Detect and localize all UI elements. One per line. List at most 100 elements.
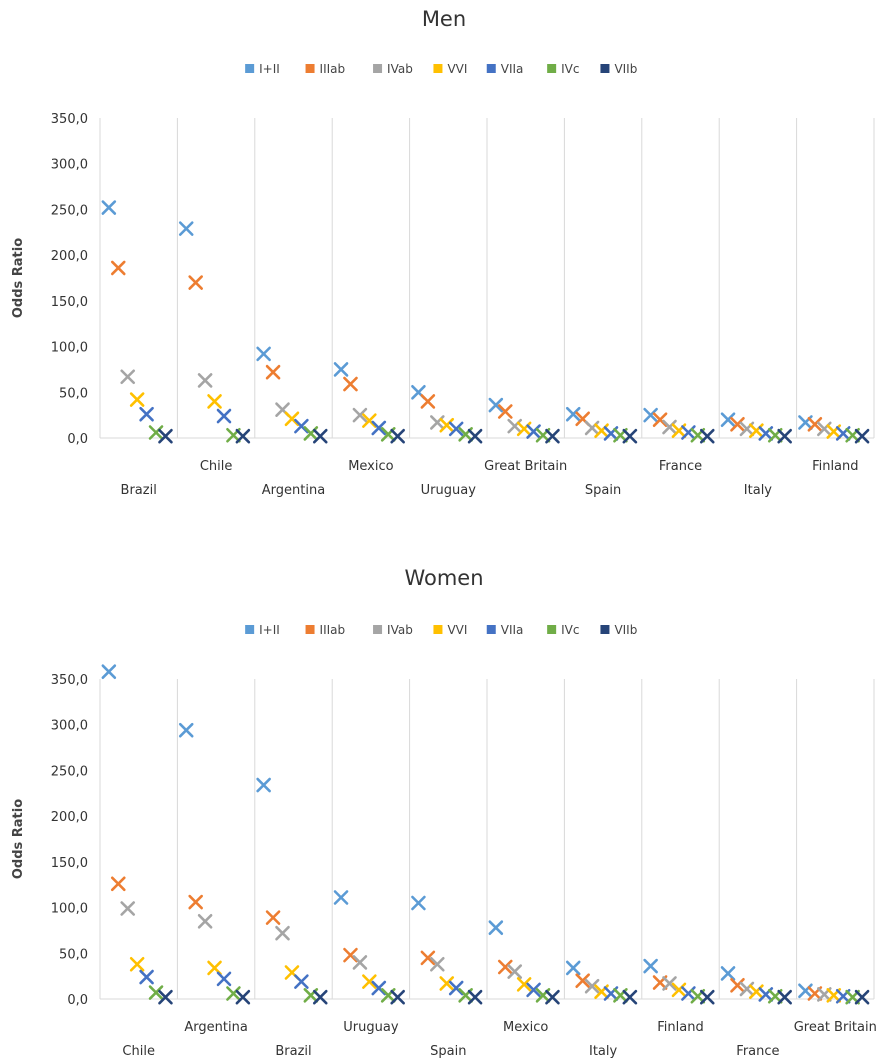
point-men-VVI-Argentina	[284, 411, 300, 427]
legend-label: VIIb	[614, 62, 637, 76]
point-men-IIIab-Finland	[807, 416, 823, 432]
y-tick-label: 50,0	[59, 386, 88, 401]
legend-item-men-0: I+II	[245, 62, 280, 76]
y-tick-label: 100,0	[51, 341, 88, 356]
category-label: Italy	[589, 1044, 618, 1059]
legend-item-men-3: VVI	[433, 62, 467, 76]
point-women-I+II-France	[720, 966, 736, 981]
point-women-IIIab-Spain	[420, 950, 436, 966]
legend-item-women-2: IVab	[373, 623, 413, 637]
point-women-VIIa-Mexico	[526, 982, 541, 998]
point-women-VIIb-Finland	[699, 989, 715, 1005]
point-men-IVab-France	[662, 419, 677, 435]
point-women-IVab-Finland	[662, 976, 677, 991]
point-women-I+II-Mexico	[488, 920, 504, 935]
point-women-VIIb-Uruguay	[390, 989, 405, 1005]
point-women-I+II-Chile	[101, 664, 117, 679]
category-label: Great Britain	[484, 459, 567, 474]
y-tick-label: 100,0	[51, 902, 88, 917]
point-men-IVab-Chile	[197, 373, 213, 388]
point-men-VIIb-Great Britain	[545, 428, 560, 444]
legend-swatch	[600, 625, 610, 634]
category-label: Argentina	[184, 1020, 247, 1035]
point-men-VIIb-Italy	[777, 428, 792, 444]
category-label: Great Britain	[794, 1020, 877, 1035]
point-women-VIIb-Mexico	[545, 989, 560, 1005]
legend-swatch	[373, 64, 383, 73]
legend-label: IVc	[561, 62, 579, 76]
y-tick-label: 350,0	[51, 112, 88, 127]
point-women-IVc-Argentina	[226, 986, 241, 1001]
legend-label: I+II	[259, 62, 280, 76]
point-men-VVI-Mexico	[362, 413, 377, 428]
point-men-IVab-Brazil	[120, 369, 136, 385]
y-tick-label: 250,0	[51, 764, 88, 779]
point-men-VVI-Chile	[207, 394, 222, 409]
point-women-VVI-Spain	[439, 976, 455, 991]
legend-item-women-5: IVc	[547, 623, 580, 637]
point-men-VIIa-Chile	[216, 408, 232, 424]
point-women-VIIb-Italy	[622, 989, 638, 1005]
point-women-VVI-Mexico	[516, 977, 532, 992]
point-women-IVab-Italy	[584, 978, 600, 994]
point-men-I+II-Chile	[178, 221, 194, 236]
chart-men: Men I+II IIIab IVab VVI VIIa IVc VIIb Odds Ratio…	[11, 7, 875, 498]
point-women-VIIb-Spain	[467, 989, 483, 1005]
legend-label: IIIab	[320, 623, 346, 637]
point-women-VIIa-Brazil	[294, 974, 309, 989]
point-women-VIIb-France	[777, 989, 792, 1005]
category-label: Uruguay	[421, 483, 477, 498]
legend-label: IVc	[561, 623, 579, 637]
point-men-IIIab-Chile	[188, 275, 203, 290]
category-label: Chile	[122, 1044, 155, 1059]
legend-swatch	[547, 64, 557, 73]
point-women-IVab-Spain	[430, 956, 445, 972]
legend-item-men-2: IVab	[373, 62, 413, 76]
y-axis-label-women: Odds Ratio	[11, 799, 26, 879]
y-tick-label: 0,0	[67, 432, 88, 447]
point-men-VIIa-Great Britain	[526, 424, 541, 439]
point-women-I+II-Italy	[565, 960, 581, 976]
point-women-IVc-Chile	[148, 985, 164, 1000]
category-label: France	[736, 1044, 779, 1059]
legend-label: VIIa	[501, 62, 524, 76]
legend-swatch	[245, 64, 255, 73]
point-women-VIIa-Spain	[448, 980, 464, 996]
legend-swatch	[433, 625, 443, 634]
point-men-VIIb-Mexico	[390, 428, 405, 444]
legend-label: VVI	[447, 62, 467, 76]
point-women-VVI-Chile	[129, 956, 145, 972]
category-label: France	[659, 459, 702, 474]
legend-swatch	[486, 625, 496, 634]
legend-swatch	[305, 64, 315, 73]
category-label: Mexico	[348, 459, 393, 474]
point-men-I+II-Mexico	[333, 362, 349, 377]
legend-label: I+II	[259, 623, 280, 637]
legend-label: VIIa	[501, 623, 524, 637]
point-women-IVab-Chile	[120, 901, 136, 916]
y-tick-label: 300,0	[51, 158, 88, 173]
legend-item-women-0: I+II	[245, 623, 280, 637]
point-men-IIIab-France	[652, 412, 668, 428]
legend-swatch	[245, 625, 255, 634]
point-men-I+II-Italy	[720, 412, 736, 428]
legend-swatch	[486, 64, 496, 73]
legend-item-men-1: IIIab	[305, 62, 345, 76]
category-label: Chile	[200, 459, 233, 474]
point-men-VIIb-France	[699, 428, 715, 444]
category-label: Spain	[430, 1044, 466, 1059]
legend-label: VVI	[447, 623, 467, 637]
y-tick-label: 200,0	[51, 249, 88, 264]
chart-title-men: Men	[422, 7, 466, 31]
point-women-VIIb-Brazil	[312, 989, 328, 1005]
chart-women: Women I+II IIIab IVab VVI VIIa IVc VIIb Odds Rat…	[11, 566, 877, 1059]
point-women-I+II-Argentina	[178, 722, 194, 738]
point-men-VIIa-Mexico	[371, 420, 387, 436]
point-men-IIIab-Uruguay	[420, 394, 436, 409]
point-men-IIIab-Argentina	[265, 364, 281, 380]
y-tick-label: 0,0	[67, 993, 88, 1008]
point-men-VIIa-Argentina	[294, 418, 309, 434]
point-women-IIIab-Italy	[575, 973, 590, 989]
legend-item-women-1: IIIab	[305, 623, 346, 637]
category-label: Finland	[657, 1020, 703, 1035]
